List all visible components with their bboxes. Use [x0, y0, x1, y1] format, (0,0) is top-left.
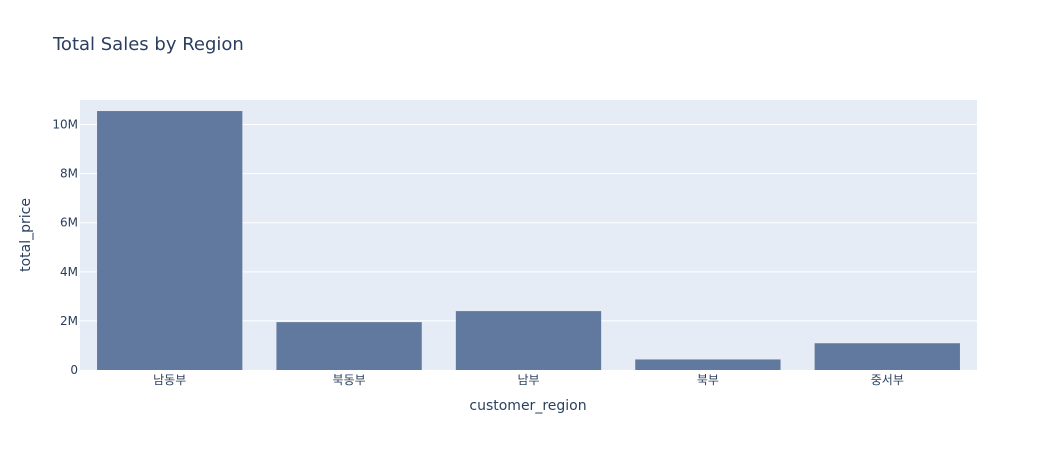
x-tick-label: 남부 — [517, 373, 539, 387]
y-tick-label: 6M — [60, 216, 78, 230]
bar[interactable] — [814, 343, 960, 370]
x-tick-label: 북동부 — [333, 373, 366, 387]
y-tick-label: 8M — [60, 167, 78, 181]
bars — [97, 111, 960, 370]
x-tick-label: 남동부 — [153, 373, 186, 387]
bar[interactable] — [276, 322, 422, 370]
bar[interactable] — [455, 311, 602, 370]
bar[interactable] — [635, 359, 781, 370]
x-axis-ticks: 남동부 북동부 남부 북부 중서부 — [153, 373, 904, 387]
y-axis-title: total_price — [18, 198, 34, 272]
y-tick-label: 4M — [60, 265, 78, 279]
y-tick-label: 10M — [52, 118, 78, 132]
x-axis-title: customer_region — [469, 398, 586, 414]
y-tick-label: 2M — [60, 314, 78, 328]
y-tick-label: 0 — [70, 363, 78, 377]
chart-title: Total Sales by Region — [52, 34, 244, 55]
x-tick-label: 중서부 — [871, 373, 904, 387]
y-axis-ticks: 0 2M 4M 6M 8M 10M — [52, 118, 78, 377]
x-tick-label: 북부 — [697, 373, 719, 387]
bar[interactable] — [97, 111, 243, 370]
